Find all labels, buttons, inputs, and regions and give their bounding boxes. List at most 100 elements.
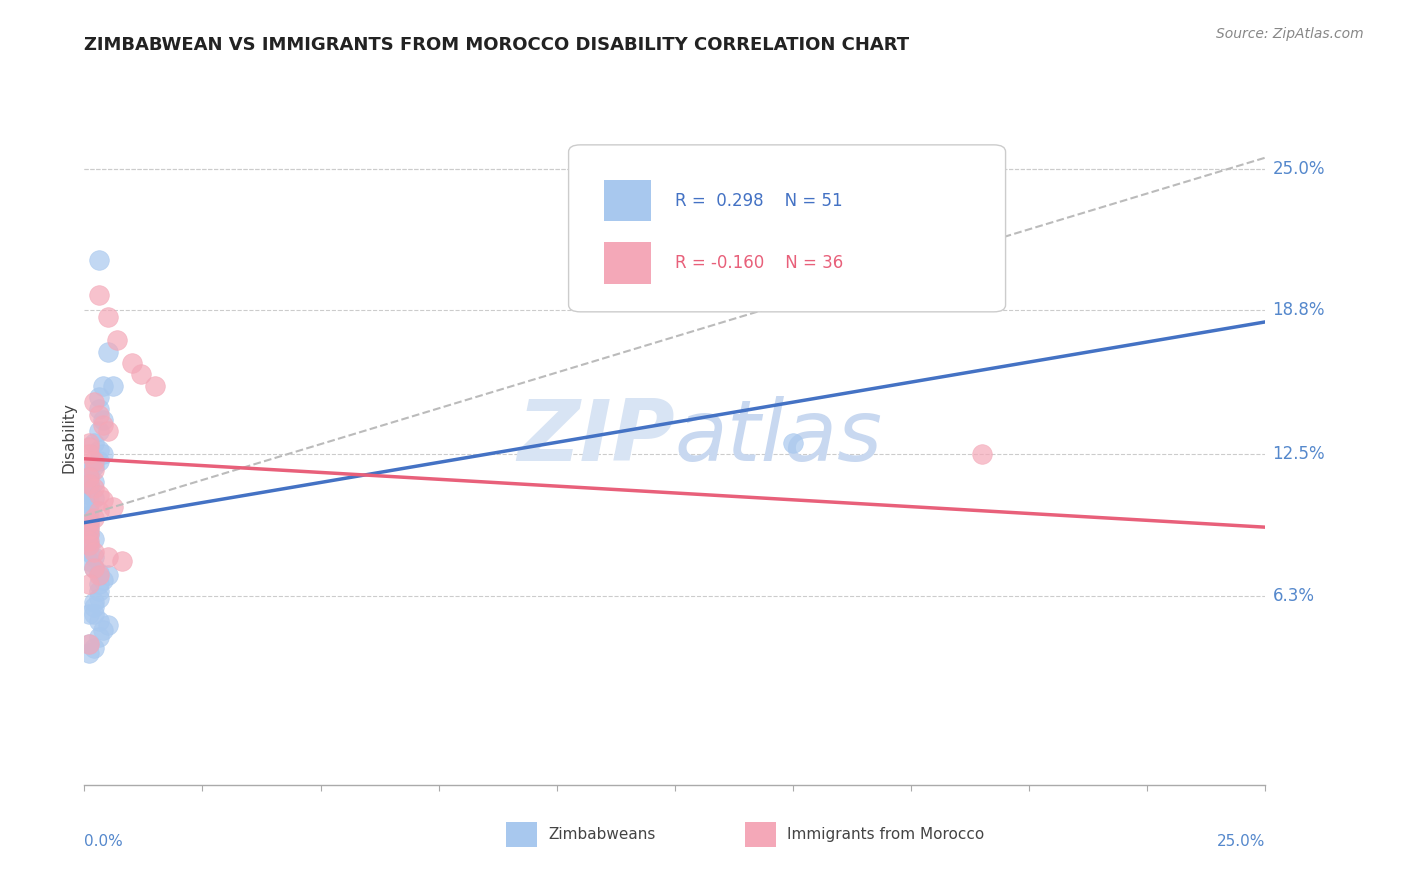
Point: [87, 488, 110, 502]
Point: [83, 511, 105, 525]
Text: R =  0.298    N = 51: R = 0.298 N = 51: [675, 192, 842, 210]
Point: [83, 600, 105, 615]
Point: [87, 577, 110, 591]
Point: [77, 504, 100, 518]
Point: [77, 527, 100, 541]
Point: [77, 470, 100, 484]
Point: [87, 591, 110, 605]
Point: [91, 492, 114, 507]
FancyBboxPatch shape: [605, 179, 651, 221]
Point: [77, 441, 100, 455]
Point: [83, 454, 105, 468]
Point: [129, 368, 152, 382]
Point: [97, 549, 120, 564]
Text: Source: ZipAtlas.com: Source: ZipAtlas.com: [1216, 27, 1364, 41]
Point: [91, 573, 114, 587]
Point: [111, 554, 134, 568]
Point: [87, 442, 110, 457]
Point: [101, 500, 124, 514]
Point: [77, 482, 100, 496]
Point: [77, 520, 100, 534]
FancyBboxPatch shape: [568, 145, 1005, 312]
Point: [83, 641, 105, 656]
Point: [83, 475, 105, 489]
Point: [77, 476, 100, 491]
Text: R = -0.160    N = 36: R = -0.160 N = 36: [675, 254, 844, 272]
Text: atlas: atlas: [675, 395, 883, 479]
Point: [77, 554, 100, 568]
Point: [83, 595, 105, 609]
Point: [77, 486, 100, 500]
Point: [77, 447, 100, 461]
Text: 0.0%: 0.0%: [84, 834, 124, 849]
FancyBboxPatch shape: [605, 243, 651, 284]
Point: [87, 568, 110, 582]
Point: [83, 561, 105, 575]
Point: [782, 435, 804, 450]
Text: 25.0%: 25.0%: [1272, 160, 1324, 178]
Point: [87, 409, 110, 423]
Point: [83, 607, 105, 621]
Point: [87, 584, 110, 599]
Text: Immigrants from Morocco: Immigrants from Morocco: [787, 827, 984, 841]
Point: [87, 630, 110, 644]
Point: [87, 454, 110, 468]
Point: [83, 482, 105, 496]
Point: [91, 378, 114, 392]
Point: [87, 614, 110, 628]
Point: [83, 532, 105, 546]
Point: [87, 390, 110, 404]
Point: [87, 504, 110, 518]
Point: [97, 344, 120, 359]
Point: [107, 333, 129, 347]
Text: 6.3%: 6.3%: [1272, 587, 1315, 605]
Point: [97, 618, 120, 632]
Point: [97, 425, 120, 439]
Point: [77, 533, 100, 548]
Point: [143, 378, 166, 392]
Point: [77, 538, 100, 552]
Point: [77, 646, 100, 660]
Point: [87, 401, 110, 416]
Point: [77, 497, 100, 511]
Point: [87, 425, 110, 439]
Point: [91, 447, 114, 461]
Text: 18.8%: 18.8%: [1272, 301, 1324, 319]
Point: [77, 508, 100, 523]
Point: [77, 523, 100, 537]
Point: [77, 470, 100, 484]
Text: 12.5%: 12.5%: [1272, 445, 1324, 463]
Point: [97, 310, 120, 325]
Point: [77, 463, 100, 477]
Point: [77, 636, 100, 650]
Point: [87, 253, 110, 268]
Point: [87, 287, 110, 301]
Point: [77, 538, 100, 552]
Point: [77, 516, 100, 530]
Point: [83, 545, 105, 559]
Point: [83, 394, 105, 409]
Point: [77, 545, 100, 559]
Y-axis label: Disability: Disability: [60, 401, 76, 473]
Point: [77, 516, 100, 530]
Point: [83, 458, 105, 473]
Point: [83, 561, 105, 575]
Point: [91, 413, 114, 427]
Point: [87, 566, 110, 580]
Point: [77, 527, 100, 541]
Point: [83, 435, 105, 450]
Point: [83, 463, 105, 477]
Point: [101, 378, 124, 392]
Text: Zimbabweans: Zimbabweans: [548, 827, 655, 841]
Point: [91, 417, 114, 432]
Point: [77, 636, 100, 650]
Point: [83, 549, 105, 564]
Point: [77, 435, 100, 450]
Point: [77, 492, 100, 507]
Point: [970, 447, 993, 461]
Point: [97, 568, 120, 582]
Text: ZIMBABWEAN VS IMMIGRANTS FROM MOROCCO DISABILITY CORRELATION CHART: ZIMBABWEAN VS IMMIGRANTS FROM MOROCCO DI…: [84, 36, 910, 54]
Text: ZIP: ZIP: [517, 395, 675, 479]
Point: [77, 577, 100, 591]
Point: [77, 476, 100, 491]
